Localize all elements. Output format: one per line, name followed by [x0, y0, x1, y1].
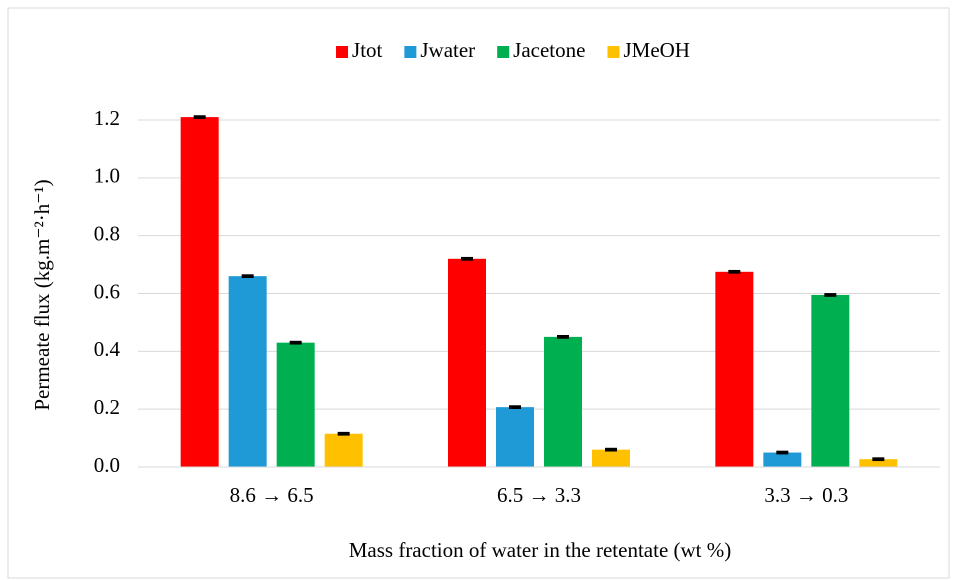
- x-tick-label: 8.6 → 6.5: [230, 483, 314, 507]
- bar: [180, 117, 219, 467]
- y-tick-label: 0.2: [94, 395, 120, 419]
- error-bar: [509, 405, 521, 410]
- y-tick-label: 1.0: [94, 164, 120, 188]
- error-bar: [193, 115, 206, 119]
- bar: [276, 342, 315, 467]
- x-tick-label: 6.5 → 3.3: [497, 483, 581, 507]
- bar: [228, 276, 267, 467]
- error-bar: [557, 335, 569, 339]
- bar: [592, 449, 630, 467]
- y-axis-title: Permeate flux (kg.m⁻²·h⁻¹): [30, 179, 54, 410]
- y-tick-label: 0.8: [94, 221, 120, 245]
- y-tick-label: 0.4: [94, 337, 121, 361]
- error-bar: [872, 457, 885, 462]
- error-bar: [461, 256, 473, 261]
- y-tick-label: 0.0: [94, 453, 120, 477]
- error-bar: [289, 340, 302, 345]
- bar: [496, 407, 534, 467]
- legend-swatch: [336, 46, 349, 58]
- x-axis-title: Mass fraction of water in the retentate …: [349, 538, 732, 562]
- legend-label: JMeOH: [623, 38, 690, 62]
- error-bar: [605, 447, 617, 452]
- error-bar: [824, 293, 837, 297]
- error-bar: [241, 274, 254, 279]
- legend-label: Jacetone: [513, 38, 585, 62]
- bar: [859, 459, 898, 467]
- legend-label: Jwater: [420, 38, 475, 62]
- y-tick-label: 0.6: [94, 279, 120, 303]
- error-bar: [337, 431, 350, 436]
- bar: [763, 452, 802, 467]
- bar: [715, 271, 754, 467]
- error-bar: [776, 450, 789, 455]
- y-tick-label: 1.2: [94, 106, 120, 130]
- bar: [324, 433, 363, 467]
- error-bar: [728, 269, 741, 274]
- legend-swatch: [497, 46, 510, 58]
- bar: [448, 258, 486, 467]
- bar: [544, 336, 582, 467]
- legend-label: Jtot: [352, 38, 383, 62]
- legend-swatch: [404, 46, 417, 58]
- bar: [811, 294, 850, 467]
- legend-swatch: [607, 46, 620, 58]
- x-tick-label: 3.3 → 0.3: [764, 483, 848, 507]
